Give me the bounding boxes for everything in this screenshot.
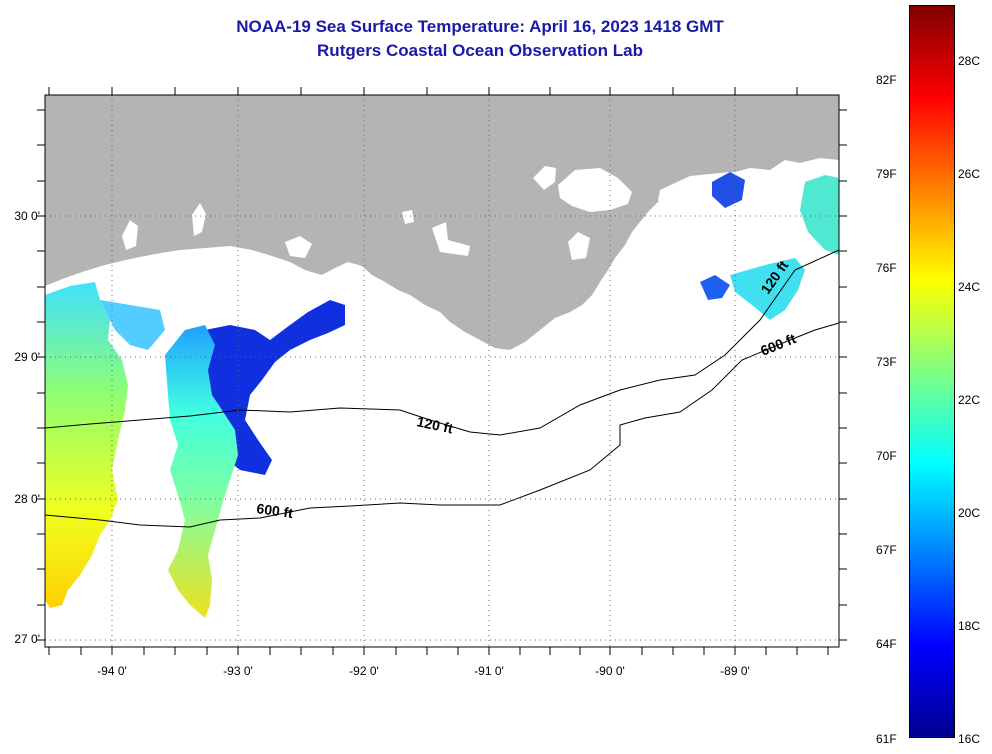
sst-east-cyan <box>730 258 805 320</box>
axis-ticks <box>37 87 847 655</box>
colorbar-f-label: 76F <box>876 261 897 275</box>
lat-label-27: 27 0' <box>14 632 40 646</box>
lon-label-93: -93 0' <box>223 664 253 678</box>
colorbar-f-label: 73F <box>876 355 897 369</box>
lat-label-28: 28 0' <box>14 492 40 506</box>
lat-label-29: 29 0' <box>14 350 40 364</box>
colorbar-c-label: 20C <box>958 506 981 520</box>
lake <box>533 166 556 190</box>
land-mass <box>45 95 839 350</box>
lake <box>432 222 470 256</box>
colorbar-f-label: 82F <box>876 73 897 87</box>
lake <box>122 220 138 250</box>
contour-label-600ft-west: 600 ft <box>256 500 295 521</box>
lon-label-94: -94 0' <box>97 664 127 678</box>
colorbar-c-label: 18C <box>958 619 981 633</box>
lake <box>285 236 312 258</box>
contour-label-120ft-west: 120 ft <box>415 413 454 436</box>
colorbar-c-label: 24C <box>958 280 981 294</box>
colorbar-f-label: 64F <box>876 637 897 651</box>
colorbar-f-label: 61F <box>876 732 897 746</box>
sst-east-blue <box>700 275 730 300</box>
lat-label-30: 30 0' <box>14 209 40 223</box>
colorbar-c-label: 26C <box>958 167 981 181</box>
sst-west-interior <box>100 300 165 350</box>
lake <box>568 232 590 260</box>
lon-label-90: -90 0' <box>595 664 625 678</box>
colorbar-c-label: 28C <box>958 54 981 68</box>
colorbar-c-label: 22C <box>958 393 981 407</box>
colorbar-f-label: 79F <box>876 167 897 181</box>
temperature-colorbar <box>909 5 955 738</box>
colorbar-f-label: 70F <box>876 449 897 463</box>
sst-east-cyan-2 <box>800 175 839 255</box>
lake <box>558 168 632 212</box>
map-subtitle: Rutgers Coastal Ocean Observation Lab <box>317 41 643 60</box>
colorbar-f-label: 67F <box>876 543 897 557</box>
map-title: NOAA-19 Sea Surface Temperature: April 1… <box>236 17 724 36</box>
lake <box>402 210 414 224</box>
lon-label-92: -92 0' <box>349 664 379 678</box>
sst-west-coastal <box>45 282 128 608</box>
lon-label-89: -89 0' <box>720 664 750 678</box>
lake <box>192 203 206 236</box>
lon-label-91: -91 0' <box>474 664 504 678</box>
colorbar-c-label: 16C <box>958 732 981 746</box>
contour-120ft <box>44 249 840 436</box>
graticule <box>45 95 839 647</box>
contour-600ft <box>44 322 840 528</box>
sst-east-blue-2 <box>712 172 745 208</box>
plot-frame <box>44 94 840 648</box>
sst-central-warm <box>165 325 238 618</box>
